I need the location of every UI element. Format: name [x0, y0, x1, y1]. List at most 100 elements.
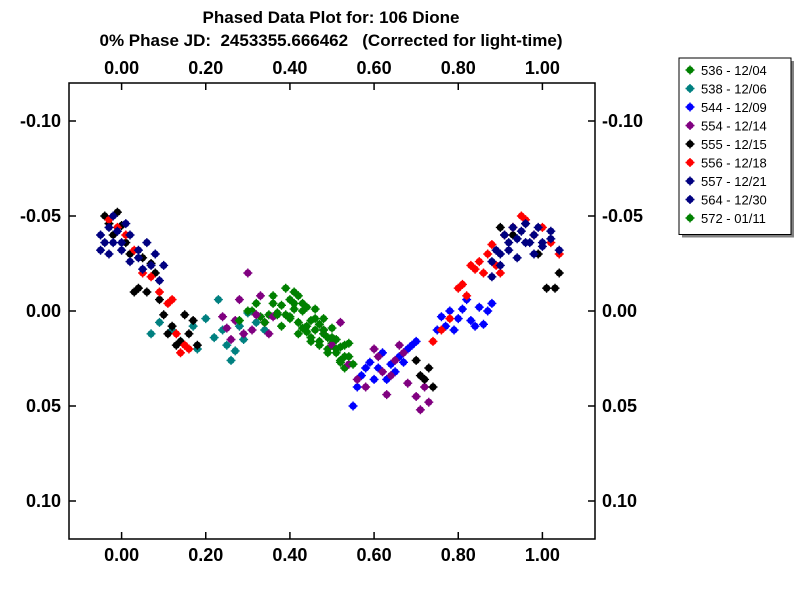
data-point-star: [125, 257, 135, 267]
x-tick-label-bottom: 1.00: [525, 545, 560, 565]
data-point-star: [150, 268, 160, 278]
data-point-star: [314, 319, 324, 329]
data-point-star: [399, 348, 409, 358]
data-point-star: [184, 344, 194, 354]
data-point-star: [192, 340, 202, 350]
data-point-star: [159, 310, 169, 320]
data-point-star: [386, 359, 396, 369]
legend-entry-label: 555 - 12/15: [701, 137, 767, 152]
data-point-star: [550, 283, 560, 293]
data-point-star: [504, 245, 514, 255]
data-point-star: [298, 306, 308, 316]
data-point-star: [298, 298, 308, 308]
data-point-star: [302, 302, 312, 312]
series-557: [96, 211, 564, 270]
data-point-star: [180, 310, 190, 320]
data-point-star: [319, 325, 329, 335]
plot-frame: [68, 82, 596, 540]
data-point-star: [171, 340, 181, 350]
chart-subtitle: 0% Phase JD: 2453355.666462 (Corrected f…: [100, 31, 563, 50]
data-point-star: [436, 312, 446, 322]
data-point-star: [445, 314, 455, 324]
data-point-star: [247, 325, 257, 335]
data-point-star: [125, 249, 135, 259]
data-point-star: [335, 317, 345, 327]
data-point-star: [504, 238, 514, 248]
data-point-star: [277, 321, 287, 331]
data-point-star: [542, 283, 552, 293]
data-point-star: [285, 312, 295, 322]
data-point-star: [167, 295, 177, 305]
data-point-star: [436, 325, 446, 335]
data-point-star: [382, 374, 392, 384]
x-tick-label-top: 0.80: [441, 58, 476, 78]
data-point-star: [411, 392, 421, 401]
data-point-star: [176, 336, 186, 346]
x-tick-label-top: 0.40: [272, 58, 307, 78]
data-point-star: [424, 363, 434, 373]
data-point-star: [268, 298, 278, 308]
legend-marker-star: [685, 213, 695, 223]
data-point-star: [129, 287, 139, 297]
data-point-star: [516, 211, 526, 221]
data-point-star: [365, 357, 375, 367]
data-point-star: [457, 304, 467, 314]
chart-title: Phased Data Plot for: 106 Dione: [203, 8, 460, 27]
legend-marker-star: [685, 121, 695, 130]
data-point-star: [352, 374, 362, 384]
data-point-star: [285, 295, 295, 305]
data-point-star: [390, 367, 400, 377]
x-tick-label-bottom: 0.00: [104, 545, 139, 565]
data-point-star: [512, 253, 522, 263]
y-tick-label-left: 0.05: [26, 396, 61, 416]
series-536: [247, 287, 354, 373]
legend-marker-star: [685, 176, 695, 186]
legend-entry-label: 544 - 12/09: [701, 100, 767, 115]
x-tick-label-bottom: 0.60: [357, 545, 392, 565]
legend-marker-star: [685, 102, 695, 112]
data-point-star: [310, 304, 320, 314]
data-point-star: [243, 268, 253, 278]
legend-marker-star: [685, 139, 695, 149]
legend-entry-label: 554 - 12/14: [701, 119, 767, 134]
data-point-star: [314, 340, 324, 350]
data-point-star: [352, 382, 362, 392]
data-point-star: [133, 253, 143, 263]
data-point-star: [491, 245, 501, 255]
legend-box: [678, 57, 792, 235]
data-point-star: [310, 325, 320, 335]
data-point-star: [462, 291, 472, 301]
data-point-star: [222, 340, 232, 350]
data-point-star: [272, 310, 282, 320]
data-point-star: [293, 317, 303, 327]
data-point-star: [470, 321, 480, 331]
data-point-star: [483, 306, 493, 316]
data-point-star: [428, 382, 438, 392]
data-point-star: [377, 348, 387, 358]
data-point-star: [319, 314, 329, 324]
legend-marker-star: [685, 195, 695, 204]
y-tick-label-left: 0.10: [26, 491, 61, 511]
data-point-star: [133, 245, 143, 255]
data-point-star: [533, 222, 543, 232]
series-544: [348, 295, 497, 411]
data-point-star: [487, 272, 497, 282]
data-point-star: [403, 378, 413, 388]
data-point-star: [222, 323, 232, 333]
data-point-star: [495, 222, 505, 232]
data-point-star: [554, 268, 564, 278]
data-point-star: [487, 298, 497, 308]
y-tick-label-left: -0.10: [20, 111, 61, 131]
data-point-star: [344, 352, 354, 362]
data-point-star: [121, 219, 131, 229]
data-point-star: [470, 264, 480, 274]
data-point-star: [331, 344, 341, 354]
data-point-star: [478, 319, 488, 329]
data-point-star: [411, 336, 421, 346]
data-point-star: [361, 363, 371, 373]
data-point-star: [369, 374, 379, 384]
data-point-star: [146, 329, 156, 339]
data-point-star: [264, 329, 274, 339]
data-point-star: [146, 260, 156, 270]
data-point-star: [260, 325, 270, 335]
